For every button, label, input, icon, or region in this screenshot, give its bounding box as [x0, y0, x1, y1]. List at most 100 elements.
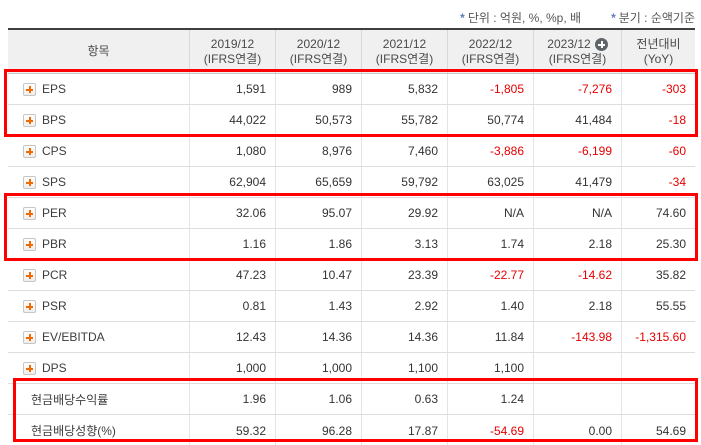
- row-label: 현금배당성향(%): [31, 424, 116, 438]
- cell-value: 29.92: [362, 198, 448, 228]
- cell-value: 0.00: [534, 415, 622, 445]
- cell-value: -3,886: [448, 136, 534, 166]
- cell-value: 1,591: [190, 74, 276, 104]
- cell-value: 1.86: [276, 229, 362, 259]
- table-row-cash-dividend-payout: 현금배당성향(%) 59.32 96.28 17.87 -54.69 0.00 …: [8, 415, 695, 445]
- asterisk-icon: *: [460, 11, 465, 25]
- cell-value: 14.36: [362, 322, 448, 352]
- expand-row-icon[interactable]: [23, 299, 36, 313]
- row-label: DPS: [42, 361, 67, 375]
- cell-value: 2.18: [534, 291, 622, 321]
- cell-value: 25.30: [655, 237, 686, 251]
- cell-value: -18: [668, 113, 686, 127]
- cell-value: 1,100: [362, 353, 448, 383]
- financial-ratio-table: 항목 2019/12 (IFRS연결) 2020/12 (IFRS연결) 202…: [8, 28, 695, 445]
- cell-value: 0.81: [190, 291, 276, 321]
- unit-note: * 단위 : 억원, %, %p, 배: [460, 9, 581, 26]
- cell-value: 1.43: [276, 291, 362, 321]
- cell-value: 10.47: [276, 260, 362, 290]
- cell-value: -54.69: [448, 415, 534, 445]
- basis-note: * 분기 : 순액기준: [611, 9, 695, 26]
- row-label: EPS: [42, 82, 67, 96]
- cell-value: 54.69: [655, 423, 686, 438]
- cell-value: 0.63: [362, 384, 448, 414]
- cell-value: 32.06: [190, 198, 276, 228]
- cell-value: 11.84: [448, 322, 534, 352]
- table-row-per: PER 32.06 95.07 29.92 N/A N/A 74.60: [8, 198, 695, 229]
- cell-value: 59,792: [362, 167, 448, 197]
- cell-value: N/A: [448, 198, 534, 228]
- expand-row-icon[interactable]: [23, 206, 36, 220]
- cell-value: 55.55: [655, 299, 686, 313]
- cell-value: 1.24: [448, 384, 534, 414]
- row-label: PER: [42, 206, 67, 220]
- asterisk-icon: *: [611, 11, 616, 25]
- cell-value: 41,484: [534, 105, 622, 135]
- cell-value: 5,832: [362, 74, 448, 104]
- table-row-psr: PSR 0.81 1.43 2.92 1.40 2.18 55.55: [8, 291, 695, 322]
- cell-value: -22.77: [448, 260, 534, 290]
- cell-value: [534, 353, 622, 383]
- table-row-dps: DPS 1,000 1,000 1,100 1,100: [8, 353, 695, 384]
- cell-value: 1,000: [190, 353, 276, 383]
- cell-value: 55,782: [362, 105, 448, 135]
- cell-value: 7,460: [362, 136, 448, 166]
- cell-value: 1,100: [448, 353, 534, 383]
- cell-value: 1.74: [448, 229, 534, 259]
- cell-value: [534, 384, 622, 414]
- column-header-yoy: 전년대비 (YoY): [636, 36, 681, 66]
- column-header-2020: 2020/12 (IFRS연결): [276, 30, 362, 73]
- cell-value: 41,479: [534, 167, 622, 197]
- cell-value: 1.06: [276, 384, 362, 414]
- table-row-ev-ebitda: EV/EBITDA 12.43 14.36 14.36 11.84 -143.9…: [8, 322, 695, 353]
- cell-value: -6,199: [534, 136, 622, 166]
- column-header-2023: 2023/12 (IFRS연결): [534, 30, 622, 73]
- add-column-icon[interactable]: [594, 37, 608, 51]
- cell-value: -7,276: [534, 74, 622, 104]
- table-row-eps: EPS 1,591 989 5,832 -1,805 -7,276 -303: [8, 74, 695, 105]
- cell-value: -34: [668, 175, 686, 189]
- row-label: 현금배당수익률: [31, 392, 109, 407]
- unit-note-text: 단위 : 억원, %, %p, 배: [467, 11, 582, 25]
- table-row-bps: BPS 44,022 50,573 55,782 50,774 41,484 -…: [8, 105, 695, 136]
- expand-row-icon[interactable]: [23, 237, 36, 251]
- cell-value: -60: [668, 144, 686, 158]
- cell-value: [622, 353, 695, 383]
- table-row-cps: CPS 1,080 8,976 7,460 -3,886 -6,199 -60: [8, 136, 695, 167]
- cell-value: 1,000: [276, 353, 362, 383]
- cell-value: 62,904: [190, 167, 276, 197]
- cell-value: 35.82: [655, 268, 686, 282]
- expand-row-icon[interactable]: [23, 330, 36, 344]
- cell-value: 17.87: [362, 415, 448, 445]
- cell-value: 74.60: [655, 206, 686, 220]
- cell-value: 1.16: [190, 229, 276, 259]
- expand-row-icon[interactable]: [23, 268, 36, 282]
- expand-row-icon[interactable]: [23, 144, 36, 158]
- expand-row-icon[interactable]: [23, 82, 36, 96]
- column-header-2022: 2022/12 (IFRS연결): [448, 30, 534, 73]
- cell-value: 3.13: [362, 229, 448, 259]
- table-notes: * 단위 : 억원, %, %p, 배 * 분기 : 순액기준: [460, 9, 695, 26]
- cell-value: 95.07: [276, 198, 362, 228]
- cell-value: 44,022: [190, 105, 276, 135]
- expand-row-icon[interactable]: [23, 175, 36, 189]
- cell-value: 14.36: [276, 322, 362, 352]
- cell-value: 2.92: [362, 291, 448, 321]
- cell-value: 1,080: [190, 136, 276, 166]
- column-header-2019: 2019/12 (IFRS연결): [190, 30, 276, 73]
- cell-value: 8,976: [276, 136, 362, 166]
- cell-value: 50,774: [448, 105, 534, 135]
- table-row-cash-dividend-yield: 현금배당수익률 1.96 1.06 0.63 1.24: [8, 384, 695, 415]
- cell-value: 96.28: [276, 415, 362, 445]
- cell-value: 989: [276, 74, 362, 104]
- cell-value: 12.43: [190, 322, 276, 352]
- column-header-item: 항목: [8, 30, 190, 73]
- row-label: PSR: [42, 299, 67, 313]
- table-row-pbr: PBR 1.16 1.86 3.13 1.74 2.18 25.30: [8, 229, 695, 260]
- cell-value: 63,025: [448, 167, 534, 197]
- cell-value: -1,805: [448, 74, 534, 104]
- expand-row-icon[interactable]: [23, 361, 36, 375]
- expand-row-icon[interactable]: [23, 113, 36, 127]
- cell-value: -143.98: [534, 322, 622, 352]
